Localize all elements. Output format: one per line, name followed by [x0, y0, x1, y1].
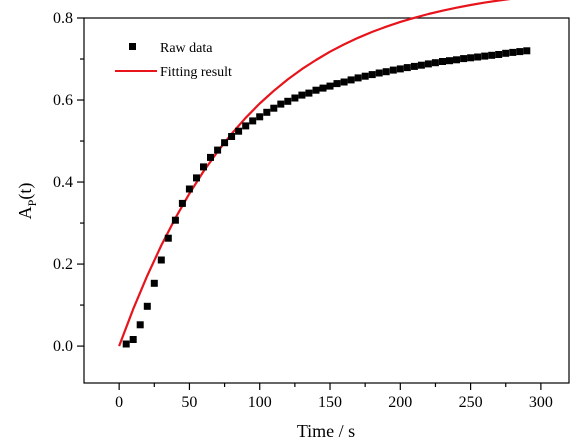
x-tick-label: 0 — [115, 394, 123, 411]
legend-raw-data-label: Raw data — [160, 41, 213, 56]
raw-data-point — [333, 80, 341, 88]
y-axis-label-subscript: P — [25, 199, 39, 206]
raw-data-point — [446, 57, 453, 65]
legend-fitting-result-label: Fitting result — [160, 65, 232, 80]
x-tick-label: 150 — [318, 394, 342, 411]
raw-data-point — [368, 71, 376, 79]
raw-data-point — [347, 76, 355, 84]
raw-data-point — [242, 122, 250, 130]
raw-data-point — [178, 199, 186, 207]
legend: Raw data Fitting result — [115, 41, 232, 80]
raw-data-point — [467, 54, 475, 62]
raw-data-point — [509, 48, 517, 56]
raw-data-point — [256, 113, 264, 121]
raw-data-point — [164, 234, 172, 242]
raw-data-point — [495, 51, 503, 58]
y-axis-label: AP(t) — [15, 183, 39, 220]
raw-data-point — [396, 65, 404, 73]
plot-frame — [83, 17, 570, 384]
y-tick-label: 0.0 — [53, 338, 73, 355]
raw-data-point — [474, 53, 482, 61]
raw-data-point — [312, 86, 320, 94]
raw-data-point — [403, 64, 411, 72]
raw-data-point — [235, 127, 243, 135]
raw-data-point — [410, 62, 418, 70]
series-layer — [118, 0, 531, 348]
raw-data-point — [502, 49, 510, 57]
raw-data-point — [488, 51, 496, 59]
raw-data-point — [523, 47, 531, 55]
raw-data-point — [298, 91, 306, 99]
fitting-result-line — [118, 0, 511, 347]
raw-data-point — [417, 61, 425, 69]
legend-raw-data-marker — [129, 43, 136, 50]
y-tick-label: 0.2 — [53, 256, 73, 273]
raw-data-point — [207, 153, 214, 161]
raw-data-point — [249, 117, 257, 125]
x-tick-label: 300 — [529, 394, 553, 411]
raw-data-point — [389, 66, 397, 74]
raw-data-point — [200, 163, 207, 171]
raw-data-point — [375, 69, 383, 77]
raw-data-point — [453, 56, 460, 64]
raw-data-point — [326, 82, 334, 90]
y-tick-label: 0.6 — [53, 92, 73, 109]
x-axis-ticks: 0 50 100 150 200 250 300 — [115, 383, 553, 411]
raw-data-point — [460, 55, 468, 63]
x-tick-label: 50 — [181, 394, 197, 411]
raw-data-point — [431, 59, 439, 67]
raw-data-point — [424, 60, 432, 68]
raw-data-point — [263, 108, 271, 116]
y-axis-ticks: 0.0 0.2 0.4 0.6 0.8 — [53, 10, 84, 355]
raw-data-point — [136, 321, 144, 329]
raw-data-point — [157, 256, 165, 264]
y-tick-label: 0.8 — [53, 10, 73, 27]
raw-data-point — [193, 174, 200, 182]
raw-data-point — [185, 185, 193, 193]
raw-data-point — [270, 104, 278, 112]
raw-data-point — [354, 74, 362, 82]
raw-data-point — [277, 100, 285, 108]
raw-data-point — [284, 97, 292, 105]
raw-data-point — [214, 146, 222, 154]
x-tick-label: 100 — [248, 394, 272, 411]
raw-data-point — [221, 139, 229, 147]
raw-data-point — [122, 340, 130, 348]
raw-data-point — [228, 133, 236, 140]
raw-data-point — [291, 94, 299, 102]
y-axis-label-main: A — [15, 206, 35, 219]
raw-data-point — [319, 84, 327, 92]
y-tick-label: 0.4 — [53, 174, 73, 191]
raw-data-point — [382, 68, 390, 76]
raw-data-point — [143, 302, 151, 310]
raw-data-point — [481, 52, 489, 60]
x-axis-label: Time / s — [297, 421, 355, 441]
y-axis-label-suffix: (t) — [15, 183, 36, 200]
raw-data-point — [516, 48, 524, 56]
x-tick-label: 250 — [459, 394, 483, 411]
raw-data-point — [171, 216, 179, 224]
raw-data-point — [129, 336, 137, 343]
x-tick-label: 200 — [388, 394, 412, 411]
raw-data-point — [361, 72, 369, 80]
raw-data-point — [305, 89, 313, 97]
raw-data-point — [340, 78, 348, 86]
raw-data-point — [439, 58, 446, 65]
raw-data-point — [150, 279, 158, 287]
